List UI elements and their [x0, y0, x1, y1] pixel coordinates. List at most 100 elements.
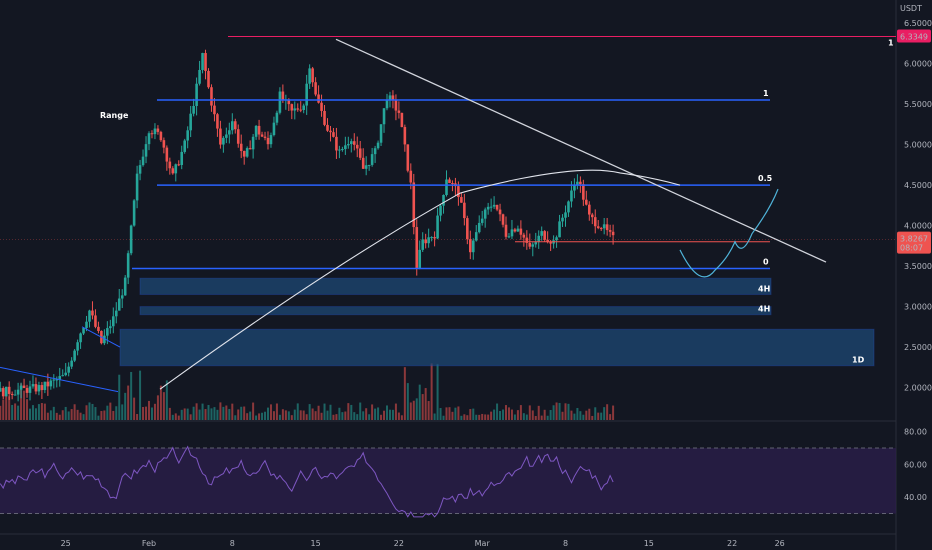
candle-body: [1, 388, 5, 397]
candle-body: [537, 235, 541, 243]
candle-body: [186, 130, 189, 141]
volume-bar: [299, 410, 302, 420]
candle-body: [314, 82, 317, 95]
candle-body: [391, 95, 395, 101]
volume-bar: [165, 380, 168, 420]
candle-body: [558, 221, 561, 238]
candle-body: [248, 148, 252, 150]
volume-bar: [240, 406, 243, 420]
volume-bar: [237, 409, 240, 420]
candle-body: [219, 128, 222, 145]
candle-body: [290, 104, 294, 111]
candle-body: [91, 310, 94, 316]
volume-bar: [88, 402, 91, 420]
candle-body: [302, 105, 305, 111]
volume-bar: [317, 405, 320, 420]
candle-body: [210, 87, 213, 106]
volume-bar: [534, 415, 537, 420]
zone-label: 4H: [758, 284, 770, 293]
candle-body: [266, 137, 270, 145]
rsi-tick-label: 80.00: [904, 428, 927, 437]
candle-body: [296, 108, 300, 110]
candle-body: [233, 121, 237, 130]
time-tick-label: 26: [775, 539, 785, 548]
volume-bar: [70, 409, 73, 420]
volume-bar: [8, 396, 11, 420]
candle-body: [326, 124, 329, 131]
volume-bar: [308, 404, 311, 420]
candle-body: [332, 132, 335, 137]
volume-bar: [507, 407, 510, 420]
volume-bar: [600, 412, 603, 420]
candle-body: [58, 376, 62, 380]
candle-body: [132, 200, 136, 226]
last-price-tag: [897, 231, 931, 254]
candle-body: [436, 215, 439, 239]
volume-bar: [555, 402, 558, 420]
candle-body: [585, 199, 588, 205]
volume-bar: [109, 402, 112, 420]
high-price-tag: [897, 29, 931, 43]
volume-bar: [460, 415, 463, 420]
volume-bar: [391, 409, 394, 420]
candle-body: [281, 91, 285, 101]
high-level-label: 1: [888, 38, 894, 47]
volume-bar: [0, 405, 2, 420]
volume-bar: [31, 405, 34, 420]
volume-bar: [261, 412, 264, 420]
range-high-label: 1: [763, 89, 769, 98]
volume-bar: [576, 407, 579, 420]
candle-body: [180, 151, 184, 165]
volume-bar: [377, 407, 380, 420]
volume-bar: [258, 413, 261, 420]
volume-bar: [281, 409, 284, 420]
candle-body: [106, 328, 109, 336]
volume-bar: [386, 405, 388, 420]
candle-body: [198, 69, 201, 84]
candle-body: [567, 201, 570, 213]
volume-bar: [91, 403, 94, 420]
candle-body: [525, 237, 529, 243]
volume-bar: [124, 392, 127, 420]
volume-bar: [183, 408, 186, 420]
volume-bar: [442, 415, 445, 420]
volume-bar: [14, 403, 17, 420]
candle-body: [112, 316, 115, 327]
volume-bar: [457, 406, 460, 420]
candle-body: [602, 224, 606, 229]
candle-body: [40, 385, 44, 391]
volume-bar: [40, 403, 43, 420]
volume-bar: [341, 412, 344, 420]
candle-body: [28, 386, 32, 393]
volume-bar: [570, 410, 573, 420]
volume-bar: [424, 388, 427, 420]
volume-bar: [588, 408, 591, 420]
volume-bar: [314, 411, 317, 420]
time-tick-label: 22: [394, 539, 404, 548]
volume-bar: [513, 414, 516, 420]
candle-body: [183, 140, 186, 152]
price-tick-label: 3.5000: [904, 262, 932, 271]
candle-body: [94, 315, 97, 327]
volume-bar: [2, 399, 5, 420]
candle-body: [570, 190, 573, 202]
candle-body: [421, 239, 424, 250]
candle-body: [260, 134, 264, 137]
volume-bar: [403, 367, 406, 420]
candle-body: [323, 110, 326, 125]
candle-body: [373, 148, 377, 155]
volume-bar: [171, 414, 174, 420]
time-tick-label: 8: [563, 539, 568, 548]
candle-body: [239, 143, 243, 151]
candle-body: [415, 227, 419, 269]
price-tick-label: 6.0000: [904, 60, 932, 69]
volume-bar: [213, 407, 216, 420]
volume-bar: [43, 403, 46, 420]
candle-body: [201, 53, 204, 70]
volume-bar: [264, 411, 267, 420]
candle-body: [445, 179, 448, 196]
candle-body: [4, 386, 8, 397]
candle-body: [573, 185, 576, 191]
volume-bar: [192, 406, 195, 420]
